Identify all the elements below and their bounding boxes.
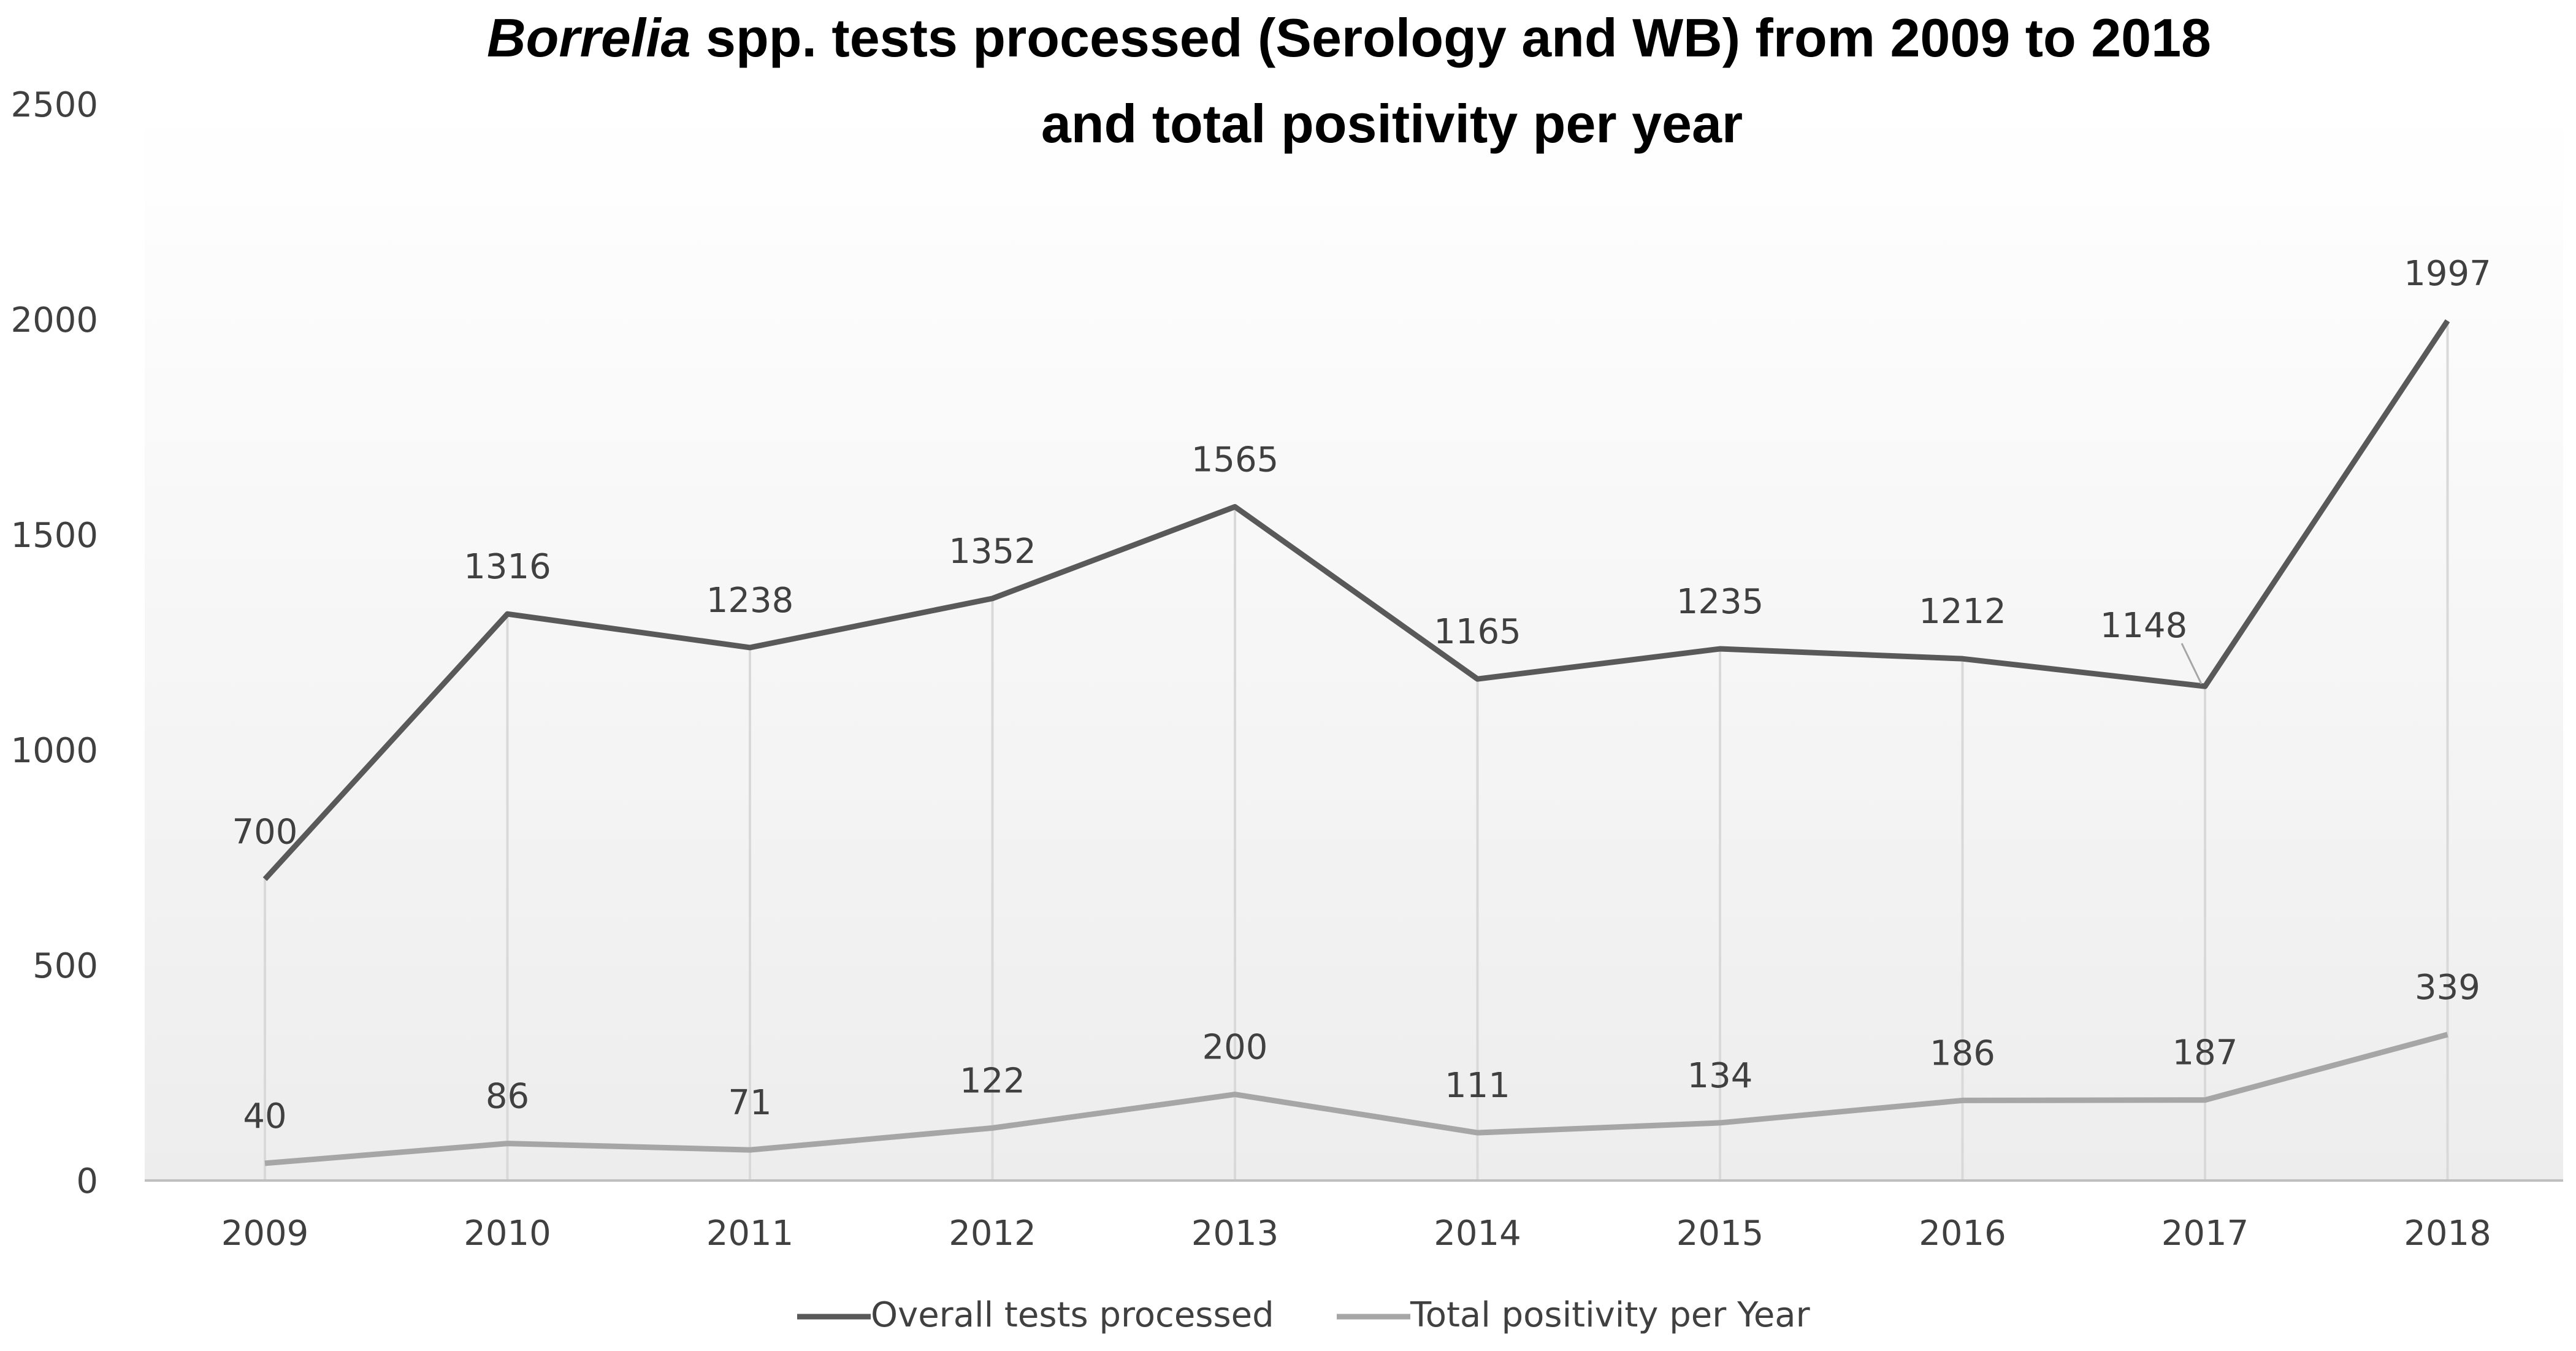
data-label-overall-tests: 1565 xyxy=(1191,440,1279,480)
data-label-overall-tests: 1316 xyxy=(464,547,551,587)
y-tick-label: 2500 xyxy=(10,85,98,125)
y-axis-ticks: 0 500 1000 1500 2000 2500 xyxy=(10,85,98,1201)
chart-title-italic-part: Borrelia xyxy=(487,7,691,68)
data-label-total-positivity: 122 xyxy=(960,1061,1025,1101)
data-label-total-positivity: 339 xyxy=(2415,968,2480,1008)
legend-label-overall-tests: Overall tests processed xyxy=(871,1295,1274,1335)
data-label-overall-tests: 1235 xyxy=(1676,582,1764,622)
data-label-total-positivity: 186 xyxy=(1930,1033,1995,1073)
series-line-total-positivity xyxy=(264,1031,2448,1166)
x-tick-label: 2013 xyxy=(1191,1214,1279,1253)
x-tick-label: 2017 xyxy=(2161,1214,2249,1253)
data-label-overall-tests: 700 xyxy=(232,813,298,852)
chart-title-rest: spp. tests processed (Serology and WB) f… xyxy=(691,7,2211,68)
data-label-leader-line xyxy=(2180,643,2203,684)
data-label-overall-tests: 1165 xyxy=(1434,612,1521,652)
legend: Overall tests processed Total positivity… xyxy=(797,1295,1811,1335)
data-label-total-positivity: 187 xyxy=(2173,1033,2238,1073)
data-label-total-positivity: 71 xyxy=(728,1083,771,1123)
x-tick-label: 2009 xyxy=(221,1214,309,1253)
x-tick-label: 2018 xyxy=(2404,1214,2491,1253)
series-line-overall-tests xyxy=(262,319,2450,881)
data-label-total-positivity: 200 xyxy=(1202,1028,1268,1068)
y-tick-label: 0 xyxy=(76,1162,98,1201)
data-label-overall-tests: 1997 xyxy=(2404,254,2491,294)
data-label-overall-tests: 1212 xyxy=(1919,592,2006,632)
y-tick-label: 1500 xyxy=(10,516,98,556)
x-axis-ticks: 2009 2010 2011 2012 2013 2014 2015 2016 2017 2018 xyxy=(221,1214,2491,1253)
data-labels: 700 1316 1238 1352 1565 1165 1235 1212 1148 1997 4… xyxy=(232,254,2491,1136)
x-tick-label: 2015 xyxy=(1676,1214,1764,1253)
data-label-total-positivity: 40 xyxy=(243,1096,286,1136)
x-tick-label: 2012 xyxy=(949,1214,1036,1253)
series-lines xyxy=(262,319,2450,1166)
x-tick-label: 2014 xyxy=(1434,1214,1521,1253)
x-tick-label: 2011 xyxy=(706,1214,794,1253)
x-tick-label: 2010 xyxy=(464,1214,551,1253)
plot-area xyxy=(145,104,2563,1181)
legend-label-total-positivity: Total positivity per Year xyxy=(1410,1295,1811,1335)
data-label-total-positivity: 111 xyxy=(1445,1066,1510,1106)
y-tick-label: 2000 xyxy=(10,300,98,340)
data-label-overall-tests: 1148 xyxy=(2100,606,2188,646)
data-label-total-positivity: 134 xyxy=(1687,1056,1753,1096)
data-label-overall-tests: 1238 xyxy=(706,581,794,621)
chart-title-line-1: Borrelia spp. tests processed (Serology … xyxy=(487,7,2211,68)
chart-title-line-2: and total positivity per year xyxy=(1041,93,1743,154)
data-label-overall-tests: 1352 xyxy=(949,532,1036,572)
data-label-total-positivity: 86 xyxy=(486,1077,529,1117)
y-tick-label: 1000 xyxy=(10,731,98,771)
y-tick-label: 500 xyxy=(32,946,98,986)
x-tick-label: 2016 xyxy=(1919,1214,2006,1253)
